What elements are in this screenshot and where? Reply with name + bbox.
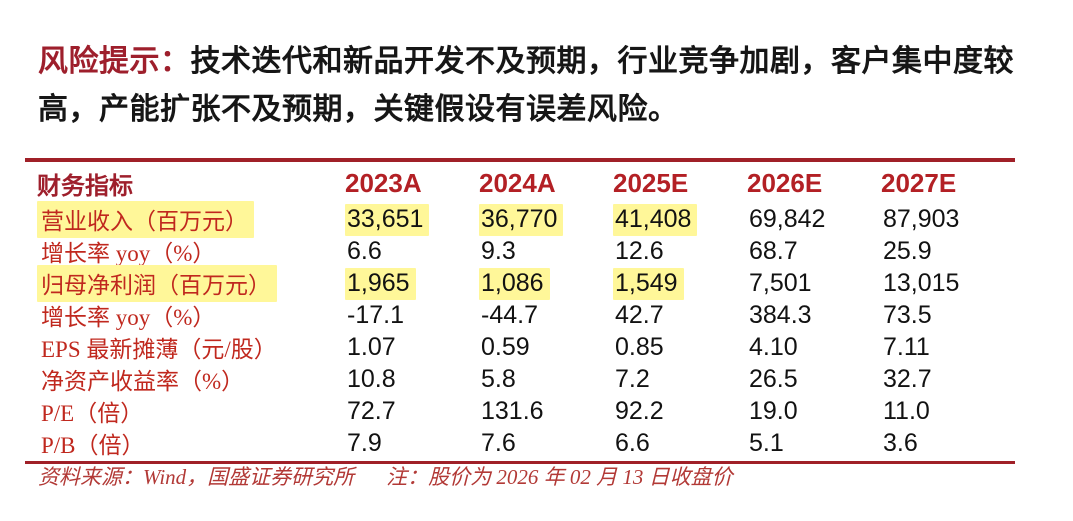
metric-value: 131.6 [481,396,544,425]
metric-value: 0.59 [481,332,530,361]
table-row-pe: P/E（倍） 72.7 131.6 92.2 19.0 11.0 [25,393,1015,427]
metric-value: 26.5 [749,364,798,393]
header-year-2025e: 2025E [613,167,689,198]
metric-value: 7,501 [749,268,812,297]
data-source-text: 资料来源：Wind，国盛证券研究所 [38,465,355,489]
metric-value: 7.11 [883,332,930,361]
table-row-roe: 净资产收益率（%） 10.8 5.8 7.2 26.5 32.7 [25,361,1015,395]
table-row-eps: EPS 最新摊薄（元/股） 1.07 0.59 0.85 4.10 7.11 [25,329,1015,363]
metric-value: 7.2 [615,364,650,393]
risk-warning-label: 风险提示： [38,45,191,78]
metric-value: 68.7 [749,236,798,265]
header-year-2023a: 2023A [345,167,422,198]
metric-value: 13,015 [883,268,960,297]
metric-value: -44.7 [481,300,538,329]
metric-value: 10.8 [347,364,396,393]
header-year-2024a: 2024A [479,167,556,198]
metric-value: 12.6 [615,236,664,265]
risk-warning-text: 技术迭代和新品开发不及预期，行业竞争加剧，客户集中度较高，产能扩张不及预期，关键… [38,45,1014,126]
financial-table: 财务指标 2023A 2024A 2025E 2026E 2027E 营业收入（… [25,158,1015,464]
metric-value: 73.5 [883,300,932,329]
metric-value: 36,770 [479,203,564,236]
table-row-profit-growth: 增长率 yoy（%） -17.1 -44.7 42.7 384.3 73.5 [25,297,1015,331]
metric-value: 1,086 [479,267,550,300]
metric-value: 7.9 [347,428,382,457]
metric-value: 5.8 [481,364,516,393]
metric-label: 归母净利润（百万元） [37,265,277,302]
risk-warning-paragraph: 风险提示：技术迭代和新品开发不及预期，行业竞争加剧，客户集中度较高，产能扩张不及… [38,38,1046,134]
metric-label: 增长率 yoy（%） [41,241,216,266]
metric-label: EPS 最新摊薄（元/股） [41,337,277,362]
metric-value: 19.0 [749,396,798,425]
metric-value: 4.10 [749,332,798,361]
metric-value: 0.85 [615,332,664,361]
metric-value: 11.0 [883,396,930,425]
metric-value: 33,651 [345,203,430,236]
header-indicator-label: 财务指标 [37,173,133,200]
metric-value: 6.6 [615,428,650,457]
metric-label: P/B（倍） [41,433,145,458]
metric-value: 3.6 [883,428,918,457]
price-note-text: 注：股价为 2026 年 02 月 13 日收盘价 [386,465,733,489]
metric-value: 1,549 [613,267,684,300]
metric-label: P/E（倍） [41,401,144,426]
metric-value: 25.9 [883,236,932,265]
metric-value: 92.2 [615,396,664,425]
table-row-revenue-growth: 增长率 yoy（%） 6.6 9.3 12.6 68.7 25.9 [25,233,1015,267]
metric-value: 1.07 [347,332,396,361]
metric-label: 净资产收益率（%） [41,369,245,394]
table-row-net-profit: 归母净利润（百万元） 1,965 1,086 1,549 7,501 13,01… [25,265,1015,302]
metric-value: 1,965 [345,267,416,300]
metric-value: 5.1 [749,428,784,457]
metric-label: 增长率 yoy（%） [41,305,216,330]
table-row-revenue: 营业收入（百万元） 33,651 36,770 41,408 69,842 87… [25,201,1015,238]
header-year-2026e: 2026E [747,167,823,198]
metric-value: 7.6 [481,428,516,457]
metric-value: 41,408 [613,203,698,236]
metric-value: 9.3 [481,236,516,265]
metric-label: 营业收入（百万元） [37,201,254,238]
table-row-pb: P/B（倍） 7.9 7.6 6.6 5.1 3.6 [25,425,1015,459]
header-year-2027e: 2027E [881,167,957,198]
metric-value: 72.7 [347,396,396,425]
metric-value: 384.3 [749,300,812,329]
metric-value: 32.7 [883,364,932,393]
metric-value: 69,842 [749,204,826,233]
metric-value: -17.1 [347,300,404,329]
table-header-row: 财务指标 2023A 2024A 2025E 2026E 2027E [25,165,1015,201]
source-note-line: 资料来源：Wind，国盛证券研究所 注：股价为 2026 年 02 月 13 日收… [38,461,733,491]
metric-value: 42.7 [615,300,664,329]
metric-value: 6.6 [347,236,382,265]
metric-value: 87,903 [883,204,960,233]
